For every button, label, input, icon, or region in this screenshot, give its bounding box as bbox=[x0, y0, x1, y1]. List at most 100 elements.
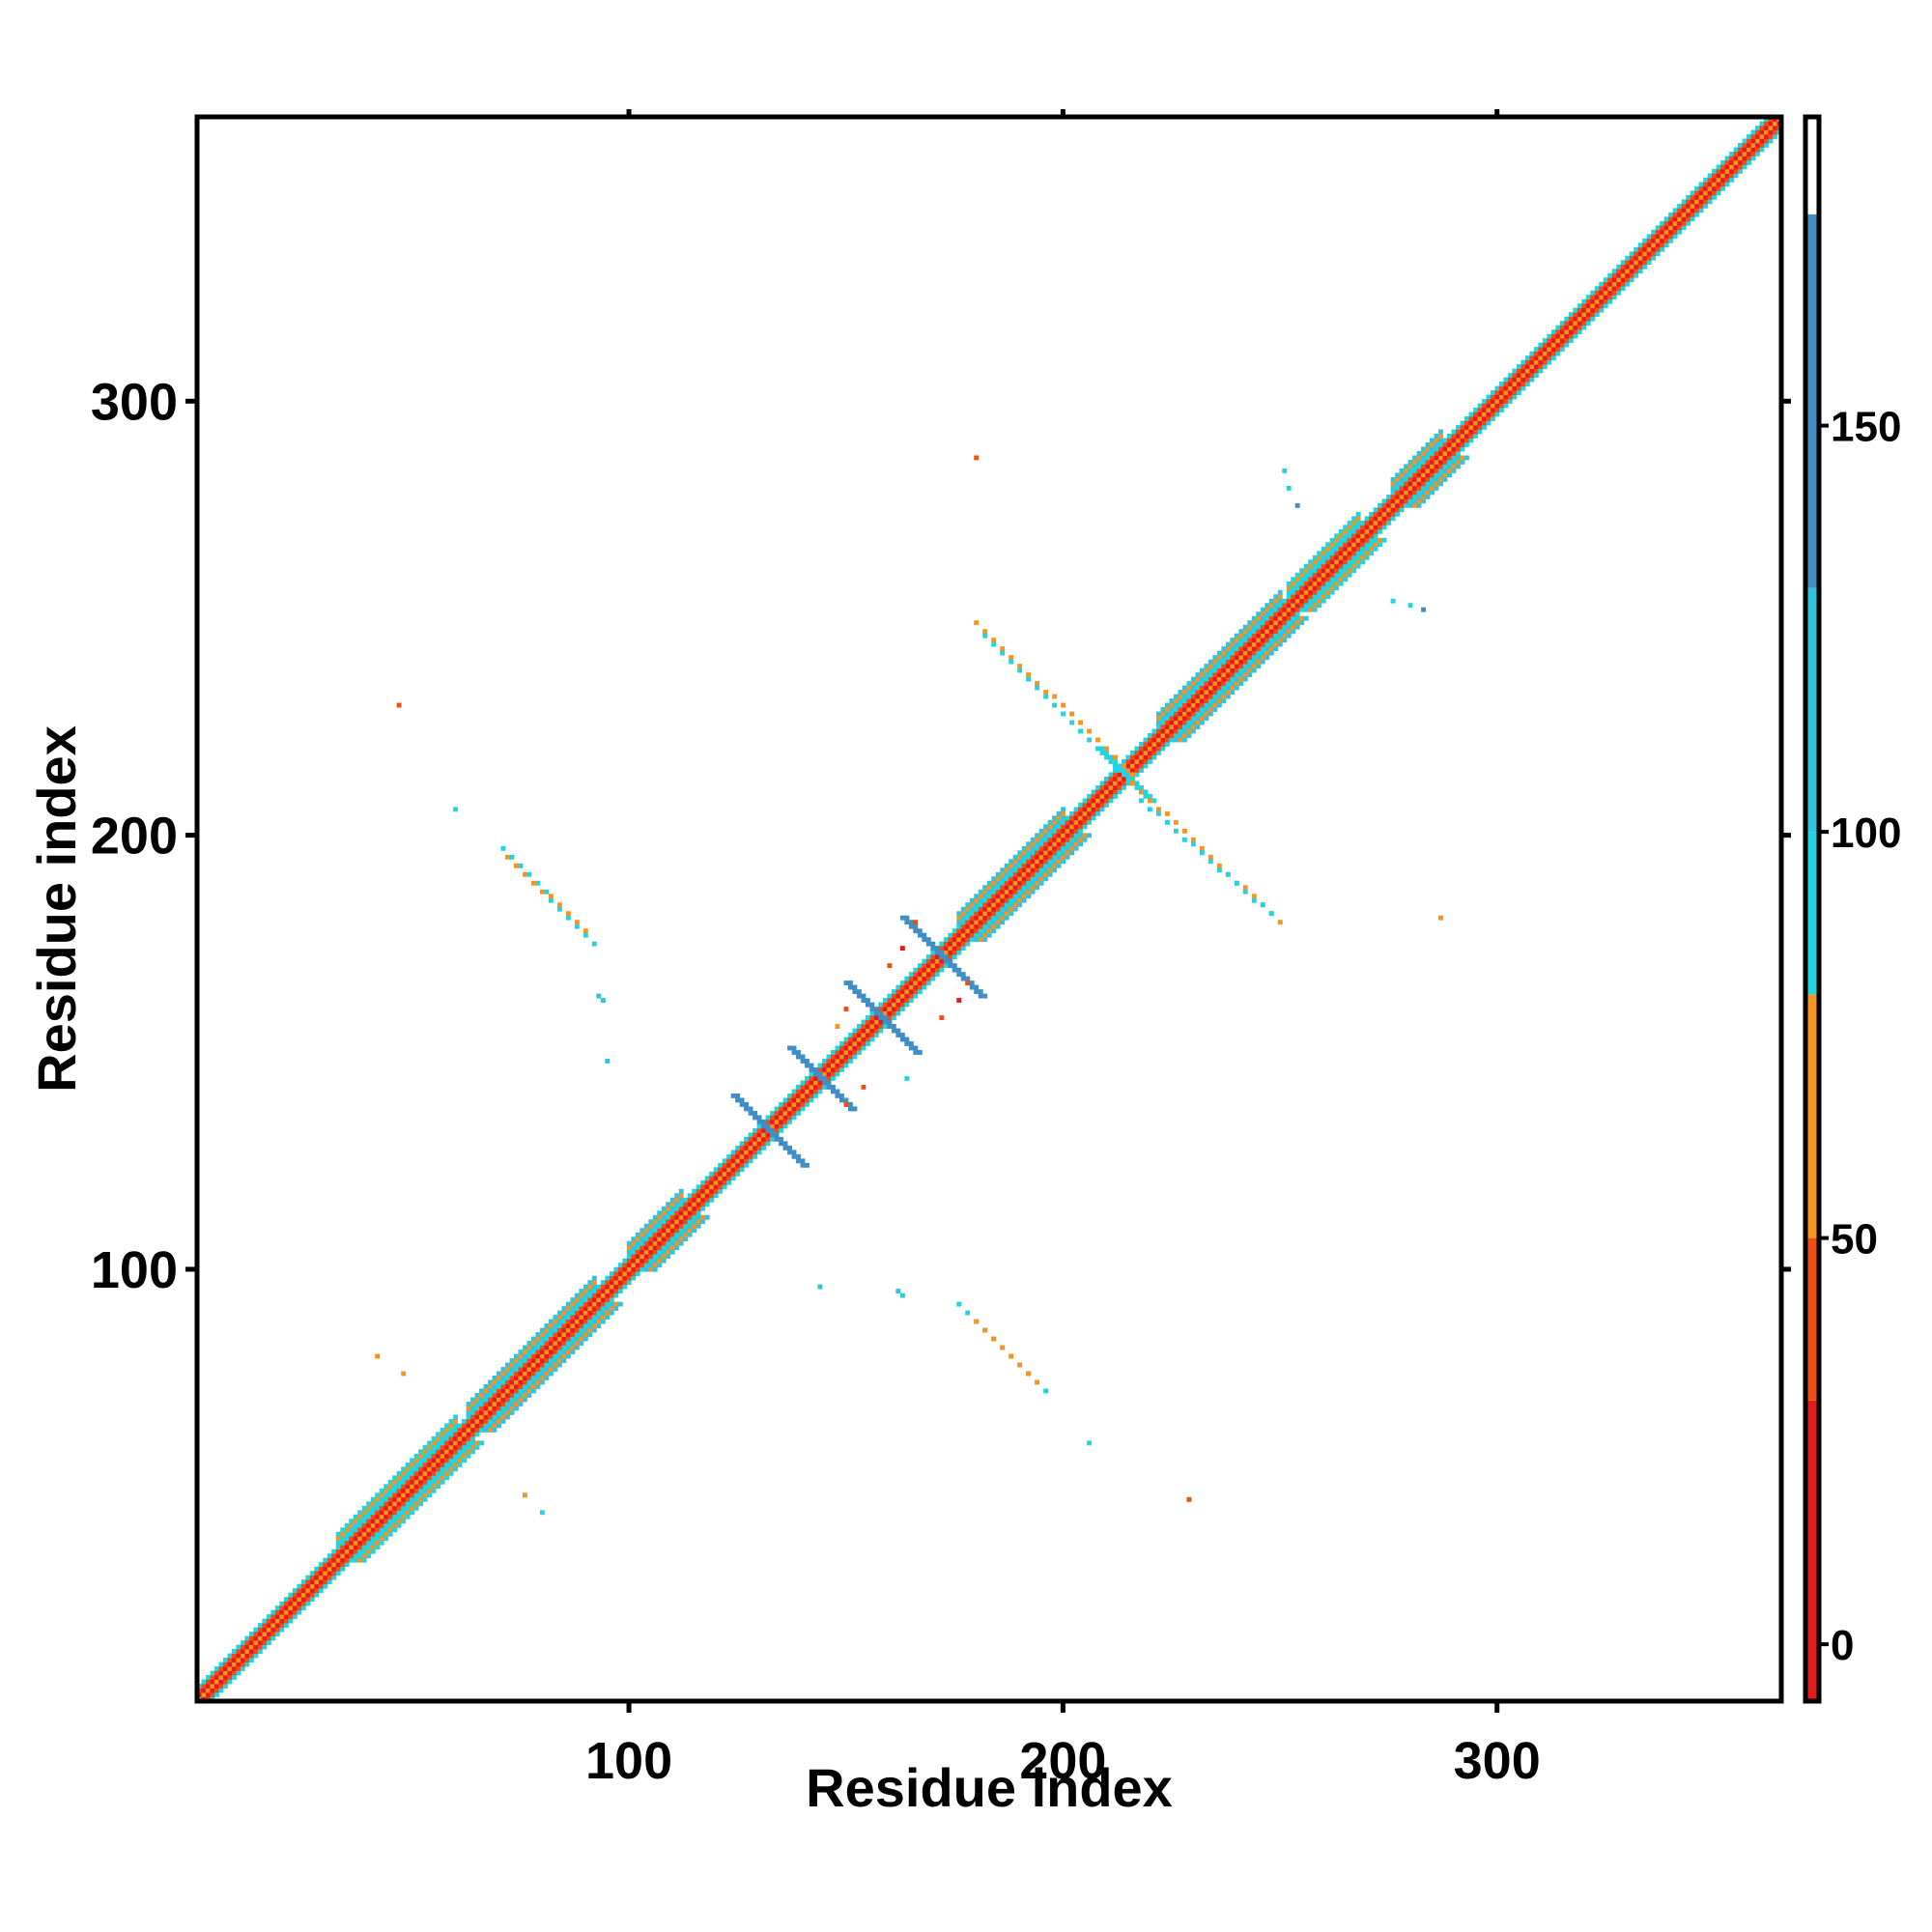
diagonal-cell bbox=[1360, 525, 1366, 530]
helix-contact-cell bbox=[522, 1353, 527, 1359]
diagonal-cell bbox=[1764, 125, 1769, 130]
helix-contact-cell bbox=[1308, 607, 1314, 612]
diagonal-cell bbox=[366, 1522, 372, 1528]
diagonal-cell bbox=[939, 946, 945, 952]
diagonal-cell bbox=[891, 1007, 896, 1011]
diagonal-cell bbox=[522, 1376, 527, 1380]
diagonal-cell bbox=[965, 915, 971, 921]
diagonal-cell bbox=[1663, 229, 1669, 235]
diagonal-cell bbox=[1494, 412, 1500, 417]
diagonal-cell bbox=[796, 1084, 801, 1090]
helix-contact-cell bbox=[1021, 889, 1027, 895]
diagonal-cell bbox=[1520, 382, 1526, 386]
diagonal-cell bbox=[518, 1362, 524, 1368]
diagonal-cell bbox=[1421, 464, 1426, 469]
helix-contact-cell bbox=[361, 1510, 367, 1516]
colorbar-segment bbox=[1805, 832, 1819, 995]
diagonal-cell bbox=[1234, 655, 1239, 661]
contact-line-cell bbox=[965, 1310, 971, 1316]
diagonal-cell bbox=[1729, 164, 1734, 170]
diagonal-cell bbox=[722, 1162, 727, 1168]
diagonal-cell bbox=[1503, 403, 1509, 409]
helix-contact-cell bbox=[392, 1527, 398, 1533]
diagonal-cell bbox=[1677, 220, 1683, 226]
diagonal-cell bbox=[1099, 807, 1105, 812]
helix-contact-cell bbox=[1238, 633, 1244, 639]
diagonal-cell bbox=[796, 1089, 801, 1094]
diagonal-cell bbox=[1603, 290, 1608, 296]
helix-contact-cell bbox=[1264, 603, 1270, 609]
diagonal-cell bbox=[1451, 441, 1457, 447]
diagonal-cell bbox=[713, 1171, 719, 1177]
diagonal-cell bbox=[782, 1110, 788, 1116]
diagonal-cell bbox=[1221, 659, 1227, 665]
diagonal-cell bbox=[1395, 485, 1400, 491]
contact-point-cell bbox=[1407, 603, 1413, 609]
diagonal-cell bbox=[1099, 789, 1105, 795]
diagonal-cell bbox=[838, 1050, 844, 1055]
diagonal-cell bbox=[500, 1379, 506, 1385]
contact-line-cell bbox=[539, 889, 545, 895]
diagonal-cell bbox=[1742, 151, 1747, 156]
helix-contact-cell bbox=[479, 1397, 484, 1403]
diagonal-cell bbox=[384, 1496, 389, 1502]
diagonal-cell bbox=[730, 1167, 736, 1173]
diagonal-cell bbox=[1524, 364, 1530, 369]
helix-contact-cell bbox=[631, 1236, 637, 1242]
diagonal-cell bbox=[1724, 164, 1730, 170]
diagonal-cell bbox=[1117, 784, 1122, 790]
diagonal-cell bbox=[1668, 238, 1674, 243]
diagonal-cell bbox=[661, 1245, 667, 1251]
diagonal-cell bbox=[687, 1206, 693, 1211]
diagonal-cell bbox=[1299, 603, 1305, 609]
helix-contact-cell bbox=[384, 1484, 389, 1490]
diagonal-cell bbox=[635, 1254, 640, 1260]
helix-contact-cell bbox=[991, 928, 997, 934]
helix-contact-cell bbox=[1043, 833, 1049, 838]
diagonal-cell bbox=[692, 1214, 697, 1220]
diagonal-cell bbox=[831, 1071, 836, 1077]
diagonal-cell bbox=[279, 1605, 285, 1611]
diagonal-cell bbox=[1125, 781, 1131, 786]
diagonal-cell bbox=[1581, 303, 1587, 309]
diagonal-cell bbox=[266, 1632, 271, 1636]
helix-contact-cell bbox=[1268, 641, 1274, 647]
helix-contact-cell bbox=[396, 1475, 402, 1481]
diagonal-cell bbox=[370, 1531, 376, 1537]
diagonal-cell bbox=[1698, 182, 1704, 187]
helix-contact-cell bbox=[1317, 603, 1322, 609]
diagonal-cell bbox=[1308, 581, 1314, 586]
diagonal-cell bbox=[1716, 185, 1721, 191]
diagonal-cell bbox=[1334, 551, 1340, 556]
diagonal-cell bbox=[774, 1127, 780, 1133]
contact-line-cell bbox=[1199, 845, 1205, 851]
diagonal-cell bbox=[1663, 238, 1669, 243]
diagonal-cell bbox=[796, 1110, 801, 1116]
helix-contact-cell bbox=[1017, 902, 1023, 908]
cross-contact-cell bbox=[782, 1145, 788, 1151]
cross-contact-cell bbox=[939, 954, 945, 960]
diagonal-cell bbox=[1481, 425, 1487, 430]
diagonal-cell bbox=[687, 1202, 693, 1208]
cross-contact-cell bbox=[809, 1067, 814, 1072]
helix-contact-cell bbox=[1069, 845, 1075, 851]
diagonal-cell bbox=[1447, 446, 1452, 452]
diagonal-cell bbox=[635, 1249, 640, 1255]
diagonal-cell bbox=[1225, 655, 1231, 661]
diagonal-cell bbox=[1503, 377, 1509, 383]
diagonal-cell bbox=[492, 1397, 497, 1403]
diagonal-cell bbox=[401, 1505, 407, 1511]
helix-contact-cell bbox=[1282, 638, 1288, 643]
helix-contact-cell bbox=[565, 1353, 571, 1359]
diagonal-cell bbox=[1747, 151, 1751, 156]
diagonal-cell bbox=[1472, 420, 1478, 426]
helix-contact-cell bbox=[1325, 542, 1331, 548]
diagonal-cell bbox=[1125, 758, 1131, 764]
diagonal-cell bbox=[1524, 382, 1530, 386]
diagonal-cell bbox=[514, 1384, 519, 1389]
diagonal-cell bbox=[514, 1388, 519, 1394]
helix-contact-cell bbox=[639, 1228, 645, 1234]
diagonal-cell bbox=[1204, 702, 1209, 708]
helix-contact-cell bbox=[479, 1392, 484, 1398]
diagonal-cell bbox=[366, 1519, 372, 1524]
